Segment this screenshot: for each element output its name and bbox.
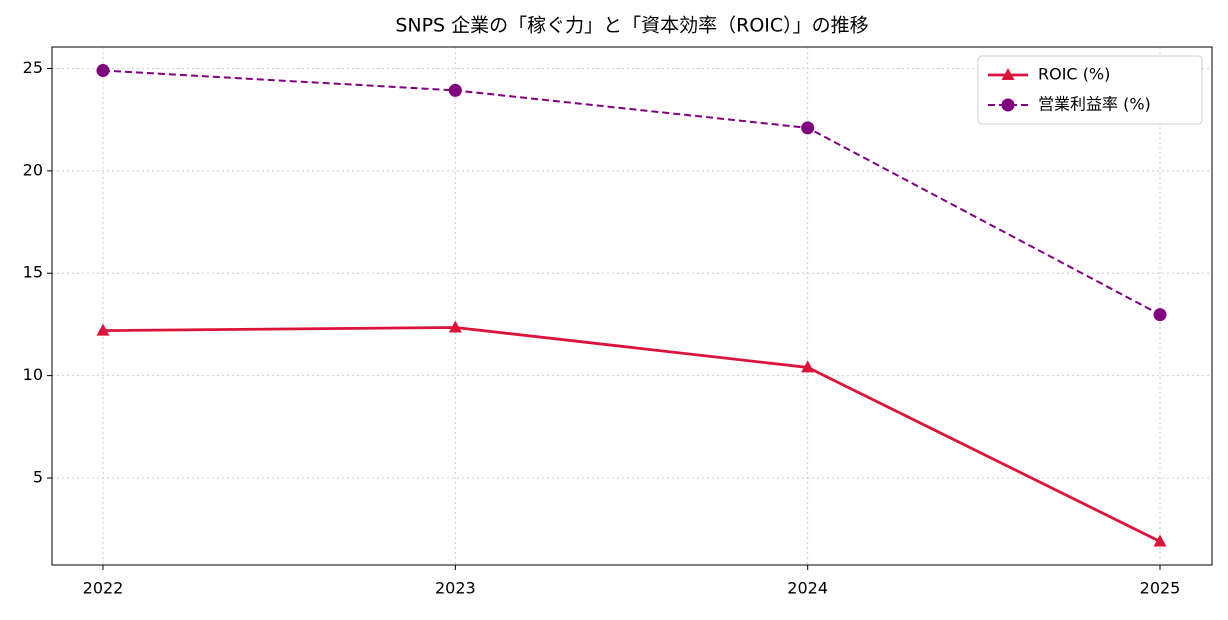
chart-title: SNPS 企業の「稼ぐ力」と「資本効率（ROIC）」の推移 [395,15,868,37]
x-tick-label: 2024 [787,579,828,598]
y-tick-label: 5 [33,467,43,486]
legend-label: ROIC (%) [1038,65,1110,84]
x-tick-label: 2025 [1140,579,1181,598]
legend-label: 営業利益率 (%) [1038,95,1151,114]
legend-box [977,55,1203,125]
series-line [102,326,1161,543]
y-tick-label: 20 [23,160,43,179]
y-tick-label: 25 [23,58,43,77]
legend-marker [1001,98,1015,112]
y-tick-label: 10 [23,365,43,384]
x-tick-label: 2022 [83,579,124,598]
x-tick-label: 2023 [435,579,476,598]
marker [801,121,815,135]
marker [801,360,815,373]
y-tick-label: 15 [23,263,43,282]
marker [96,64,110,78]
legend-marker [1001,68,1015,80]
marker [1153,308,1167,322]
marker [96,323,110,336]
plot-frame [51,46,1213,566]
marker [448,320,462,333]
marker [1153,534,1167,547]
series-line [102,69,1161,316]
marker [448,83,462,97]
